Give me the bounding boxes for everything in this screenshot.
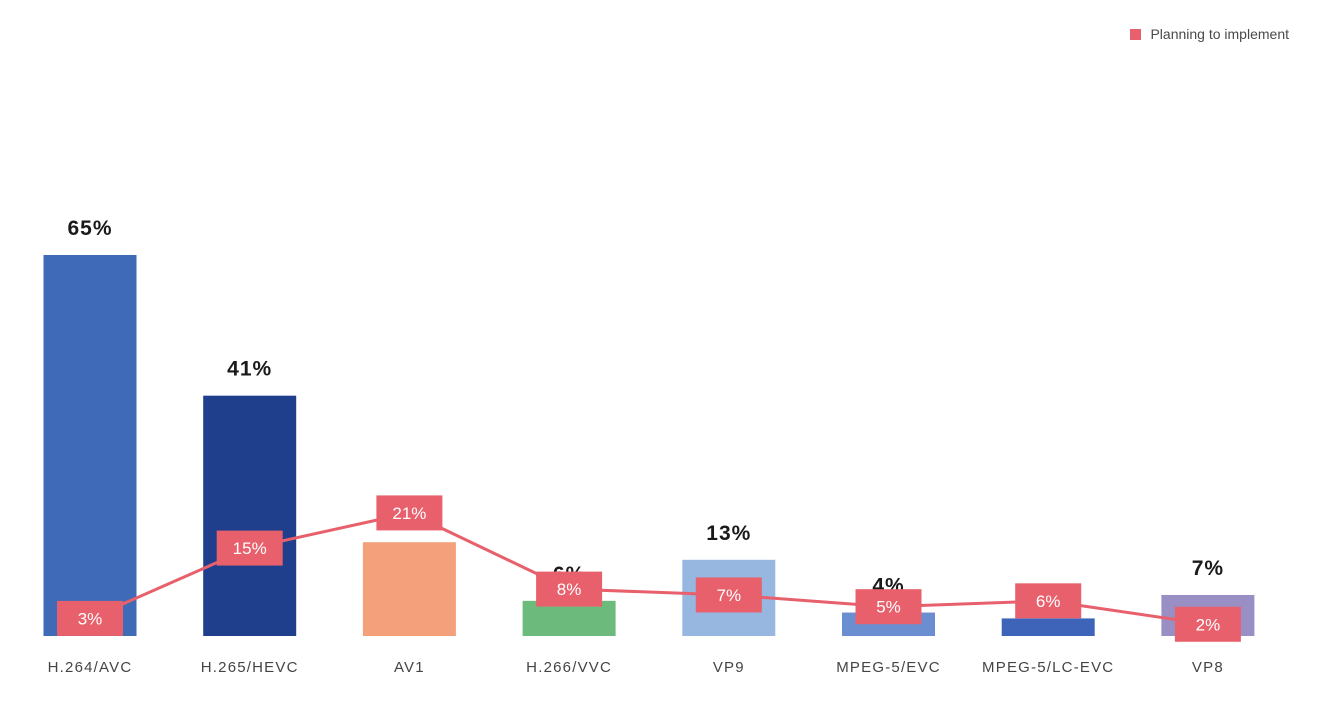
category-labels: H.264/AVC H.265/HEVC AV1 H.266/VVC VP9 MPEG-5… [48,659,1224,676]
line-value-label: 21% [392,504,426,523]
line-point-marker [695,577,762,613]
bar [43,255,137,636]
bar-value-label: 41% [227,358,272,381]
line-point-marker [855,589,922,625]
bar-value-label: 13% [706,522,751,545]
legend-label: Planning to implement [1150,26,1289,42]
category-label: VP9 [713,659,745,676]
line-point-marker [536,571,603,607]
line-value-label: 6% [1036,592,1061,611]
bar [522,600,616,636]
line-value-label: 2% [1196,615,1221,634]
category-label: H.264/AVC [48,659,133,676]
line-point-marker [376,495,443,531]
line-value-labels: 3% 15% 21% 8% 7% 5% 6% 2% [57,495,1241,642]
line-value-label: 3% [78,609,103,628]
line-value-label: 8% [557,580,582,599]
bar-value-label: 7% [1192,557,1224,580]
bar [1001,618,1095,636]
line-point-marker [1015,583,1082,619]
line-value-label: 15% [233,539,267,558]
category-label: VP8 [1192,659,1224,676]
category-label: MPEG-5/EVC [836,659,941,676]
category-label: H.265/HEVC [201,659,299,676]
bars-layer [43,255,1255,636]
line-value-label: 7% [717,586,742,605]
line-point-marker [1174,606,1241,642]
category-label: H.266/VVC [526,659,612,676]
bar-value-label: 65% [67,217,112,240]
category-label: MPEG-5/LC-EVC [982,659,1114,676]
line-value-label: 5% [876,598,901,617]
bar [203,395,297,636]
category-label: AV1 [394,659,425,676]
legend: Planning to implement [1130,26,1289,42]
legend-swatch [1130,28,1142,40]
line-point-marker [216,530,283,566]
bar [362,542,456,636]
line-point-marker [57,600,123,636]
